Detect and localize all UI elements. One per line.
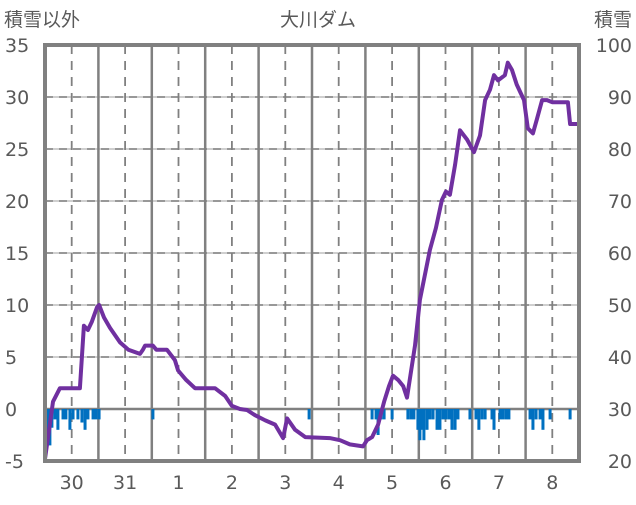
- precip-bar: [468, 409, 472, 420]
- precip-bar: [501, 409, 505, 420]
- x-tick-label: 8: [546, 472, 558, 494]
- precip-bar: [422, 409, 426, 441]
- precip-bar: [474, 409, 478, 420]
- y-tick-label-left: 10: [5, 295, 29, 317]
- x-tick-label: 2: [226, 472, 238, 494]
- precip-bar: [548, 409, 552, 420]
- precip-bar: [498, 409, 502, 420]
- precip-bar: [91, 409, 95, 420]
- y-tick-label-left: 25: [5, 139, 29, 161]
- precip-bar: [528, 409, 532, 420]
- precip-bar: [431, 409, 435, 420]
- y-tick-label-right: 70: [608, 191, 632, 213]
- precip-bar: [541, 409, 545, 430]
- precip-bar: [94, 409, 98, 420]
- precip-bar: [406, 409, 410, 420]
- precip-bar: [86, 409, 90, 420]
- precip-bar: [420, 409, 424, 430]
- precip-bar: [492, 409, 496, 430]
- precip-bar: [382, 409, 386, 420]
- precip-bar: [507, 409, 511, 420]
- plot-frame: [43, 43, 581, 463]
- precip-bar: [61, 409, 65, 420]
- x-tick-label: 30: [60, 472, 84, 494]
- precip-bar: [374, 409, 378, 420]
- x-tick-label: 5: [386, 472, 398, 494]
- grid: [45, 45, 579, 461]
- y-tick-label-right: 40: [608, 347, 632, 369]
- precip-bar: [447, 409, 451, 420]
- precip-bar: [409, 409, 413, 420]
- y-tick-label-left: -5: [5, 451, 24, 473]
- precip-bar: [97, 409, 101, 420]
- precip-bar: [538, 409, 542, 420]
- precip-bar: [390, 409, 394, 420]
- y-tick-label-left: 35: [5, 35, 29, 57]
- x-tick-label: 1: [172, 472, 184, 494]
- precip-bar: [151, 409, 155, 420]
- precip-bar: [477, 409, 481, 430]
- precip-bar: [370, 409, 374, 420]
- precip-bar: [480, 409, 484, 420]
- precip-bar: [450, 409, 454, 430]
- precip-bar: [438, 409, 442, 430]
- precip-bar: [80, 409, 84, 423]
- x-tick-label: 31: [113, 472, 137, 494]
- tick-labels: 30 31 1 2 3 4 5 6 7 8 35 100 30 90 25 80 20 70 15 60 10 50 5 40…: [5, 35, 632, 494]
- x-tick-label: 7: [493, 472, 505, 494]
- snow-depth-line: [43, 60, 579, 460]
- precip-bar: [428, 409, 432, 420]
- precip-bar: [453, 409, 457, 430]
- x-tick-label: 4: [333, 472, 345, 494]
- precip-bar: [504, 409, 508, 420]
- left-axis-label: 積雪以外: [4, 9, 80, 31]
- precip-bar: [76, 409, 80, 420]
- y-tick-label-right: 60: [608, 243, 632, 265]
- precip-bar: [444, 409, 448, 420]
- right-axis-label: 積雪: [594, 9, 632, 31]
- y-tick-label-right: 90: [608, 87, 632, 109]
- precip-bar: [531, 409, 535, 430]
- y-tick-label-left: 30: [5, 87, 29, 109]
- precip-bar: [64, 409, 68, 420]
- y-tick-label-left: 5: [5, 347, 17, 369]
- precip-bar: [568, 409, 572, 420]
- precip-bar: [441, 409, 445, 420]
- precip-bar: [425, 409, 429, 430]
- chart-title: 大川ダム: [280, 9, 356, 31]
- x-tick-label: 3: [279, 472, 291, 494]
- precip-bar: [490, 409, 494, 420]
- precip-bar: [435, 409, 439, 430]
- precip-bar: [56, 409, 60, 430]
- precip-bar: [483, 409, 487, 420]
- y-tick-label-right: 20: [608, 451, 632, 473]
- y-tick-label-right: 50: [608, 295, 632, 317]
- y-tick-label-left: 0: [5, 399, 17, 421]
- precip-bar: [412, 409, 416, 420]
- precip-bar: [71, 409, 75, 420]
- precip-bar: [416, 409, 420, 430]
- y-tick-label-left: 15: [5, 243, 29, 265]
- y-tick-label-left: 20: [5, 191, 29, 213]
- precip-bar: [83, 409, 87, 430]
- y-tick-label-right: 80: [608, 139, 632, 161]
- precip-bar: [53, 409, 57, 420]
- precip-bar: [456, 409, 460, 420]
- precip-bar: [307, 409, 311, 420]
- y-tick-label-right: 30: [608, 399, 632, 421]
- x-tick-label: 6: [439, 472, 451, 494]
- precip-bar: [534, 409, 538, 420]
- precip-bar: [68, 409, 72, 430]
- y-tick-label-right: 100: [596, 35, 632, 57]
- precip-bar: [418, 409, 422, 441]
